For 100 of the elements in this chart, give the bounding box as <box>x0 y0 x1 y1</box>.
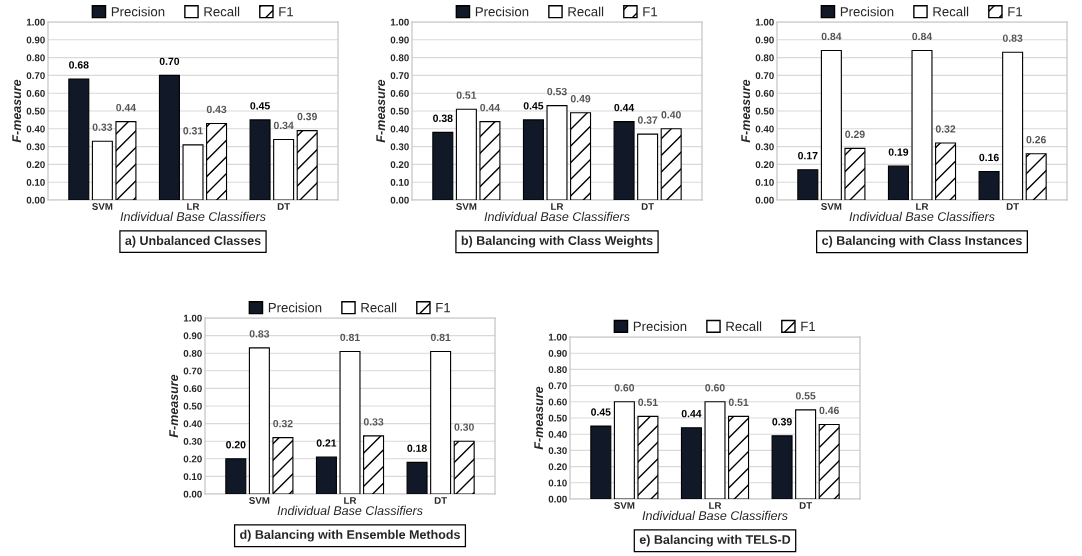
y-tick-label: 0.30 <box>548 447 567 455</box>
legend-label: Precision <box>268 302 322 313</box>
y-tick-label: 0.90 <box>26 36 45 44</box>
x-tick-label: LR <box>709 502 722 509</box>
y-axis-title: F-measure <box>741 79 751 143</box>
data-label: 0.30 <box>454 423 474 431</box>
bar <box>479 121 501 200</box>
data-label: 0.33 <box>363 418 384 426</box>
x-tick-label: LR <box>551 203 564 210</box>
y-tick-label: 0.00 <box>183 490 202 498</box>
bar <box>91 140 113 200</box>
data-label: 0.84 <box>821 32 842 41</box>
data-label: 0.39 <box>297 112 317 121</box>
x-tick-label: SVM <box>456 203 477 210</box>
y-tick-label: 0.20 <box>183 455 202 463</box>
legend-label: Recall <box>568 6 604 17</box>
x-tick-label: SVM <box>92 203 113 210</box>
y-tick-label: 1.00 <box>548 333 567 341</box>
y-tick-label: 0.50 <box>183 402 202 410</box>
data-label: 0.51 <box>456 91 477 99</box>
bar <box>728 415 750 499</box>
data-label: 0.38 <box>433 114 453 122</box>
bar <box>911 49 933 200</box>
x-axis-title: Individual Base Classifiers <box>642 510 788 521</box>
y-tick-label: 0.30 <box>183 437 202 445</box>
y-tick-label: 0.00 <box>26 196 45 204</box>
y-tick-label: 0.30 <box>390 143 409 151</box>
data-label: 0.44 <box>614 103 635 112</box>
bar <box>1025 153 1047 200</box>
bar <box>296 130 318 200</box>
data-label: 0.37 <box>637 116 658 124</box>
bar <box>704 401 726 499</box>
bar <box>339 350 361 494</box>
legend-label: Precision <box>633 321 687 332</box>
x-tick-label: LR <box>187 203 200 210</box>
y-tick-label: 0.80 <box>548 366 567 374</box>
y-tick-label: 0.60 <box>390 89 409 97</box>
data-label: 0.29 <box>845 130 865 138</box>
data-label: 0.45 <box>591 408 611 416</box>
y-axis-title: F-measure <box>534 386 544 450</box>
bar <box>771 435 793 499</box>
legend-label: Recall <box>204 6 240 17</box>
x-tick-label: SVM <box>249 497 270 504</box>
x-tick-label: SVM <box>821 203 842 210</box>
y-tick-label: 0.00 <box>390 196 409 204</box>
y-axis-title: F-measure <box>169 374 179 438</box>
y-tick-label: 0.80 <box>755 54 774 62</box>
y-tick-label: 0.70 <box>183 367 202 375</box>
bar <box>406 461 428 494</box>
bar <box>432 131 454 200</box>
y-tick-label: 0.80 <box>183 349 202 357</box>
y-tick-label: 0.40 <box>183 420 202 428</box>
y-tick-label: 0.20 <box>26 161 45 169</box>
y-tick-label: 0.80 <box>390 54 409 62</box>
data-label: 0.70 <box>159 57 180 66</box>
y-tick-label: 0.70 <box>548 382 567 390</box>
data-label: 0.26 <box>1026 135 1046 144</box>
y-tick-label: 0.00 <box>548 495 567 503</box>
data-label: 0.60 <box>614 384 635 392</box>
data-label: 0.55 <box>795 392 816 400</box>
y-tick-label: 1.00 <box>26 18 45 26</box>
y-tick-label: 0.90 <box>755 36 774 44</box>
legend-label: Recall <box>933 6 969 17</box>
data-label: 0.68 <box>69 61 89 69</box>
bar <box>522 119 544 200</box>
bar <box>206 122 228 200</box>
y-tick-label: 0.60 <box>183 385 202 393</box>
y-tick-label: 0.40 <box>548 430 567 438</box>
bar <box>978 170 1000 200</box>
data-label: 0.20 <box>226 441 246 449</box>
bar <box>430 350 452 494</box>
x-axis-title: Individual Base Classifiers <box>484 211 630 222</box>
x-axis-title: Individual Base Classifiers <box>120 211 266 222</box>
y-tick-label: 0.70 <box>390 72 409 80</box>
bar <box>637 133 659 200</box>
y-tick-label: 0.60 <box>26 89 45 97</box>
y-tick-label: 0.40 <box>26 125 45 133</box>
text: a) Unbalanced Classes <box>125 235 261 248</box>
bar <box>795 409 817 499</box>
y-tick-label: 0.00 <box>755 196 774 204</box>
data-label: 0.17 <box>798 151 818 160</box>
bar <box>453 440 475 494</box>
bar <box>182 144 204 200</box>
text: c) Balancing with Class Instances <box>822 235 1022 248</box>
bar <box>115 121 137 200</box>
data-label: 0.21 <box>316 439 337 447</box>
bar <box>613 121 635 200</box>
bar <box>225 458 247 494</box>
data-label: 0.44 <box>116 103 137 112</box>
bar <box>590 425 612 499</box>
bar <box>272 437 294 494</box>
data-label: 0.33 <box>92 123 113 131</box>
y-tick-label: 0.70 <box>26 72 45 80</box>
x-tick-label: DT <box>641 203 654 210</box>
text: d) Balancing with Ensemble Methods <box>240 529 460 542</box>
data-label: 0.19 <box>888 148 909 156</box>
x-tick-label: DT <box>277 203 290 210</box>
data-label: 0.40 <box>661 111 681 119</box>
x-axis-title: Individual Base Classifiers <box>277 505 423 516</box>
x-axis-title: Individual Base Classifiers <box>849 211 995 222</box>
